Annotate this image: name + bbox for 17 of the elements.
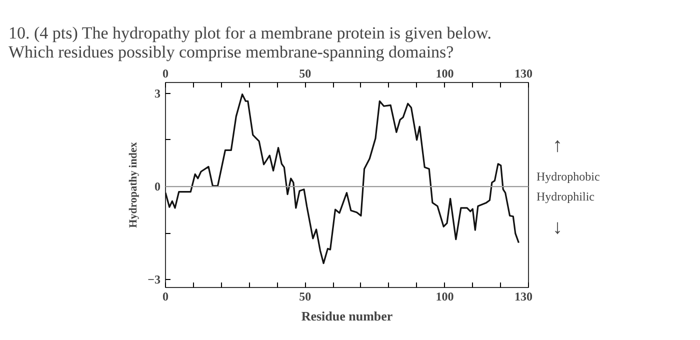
text: ↑ xyxy=(552,134,562,157)
x2-tick-label: 50 xyxy=(299,290,312,304)
x2-tick-label: 100 xyxy=(436,290,454,304)
y-tick-label: 0 xyxy=(154,180,160,194)
text: Hydrophobic xyxy=(536,170,600,184)
x-tick-label: 50 xyxy=(299,66,312,80)
text: ↓ xyxy=(552,216,562,239)
line-series xyxy=(166,94,520,264)
x2-tick-label: 130 xyxy=(514,290,532,304)
text: Hydrophilic xyxy=(536,190,594,204)
x-axis-title: Residue number xyxy=(301,308,393,324)
y-tick-label: −3 xyxy=(148,272,161,287)
x-tick-label: 100 xyxy=(436,66,454,80)
y-axis-title: Hydropathy index xyxy=(128,142,140,228)
chart-title: 10. (4 pts) The hydropathy plot for a membrane protein is given below. Which residues possibly comprise membrane-spanning domains? xyxy=(8,24,492,62)
x-tick-label: 130 xyxy=(514,66,532,80)
y-tick-label: 3 xyxy=(154,86,160,100)
